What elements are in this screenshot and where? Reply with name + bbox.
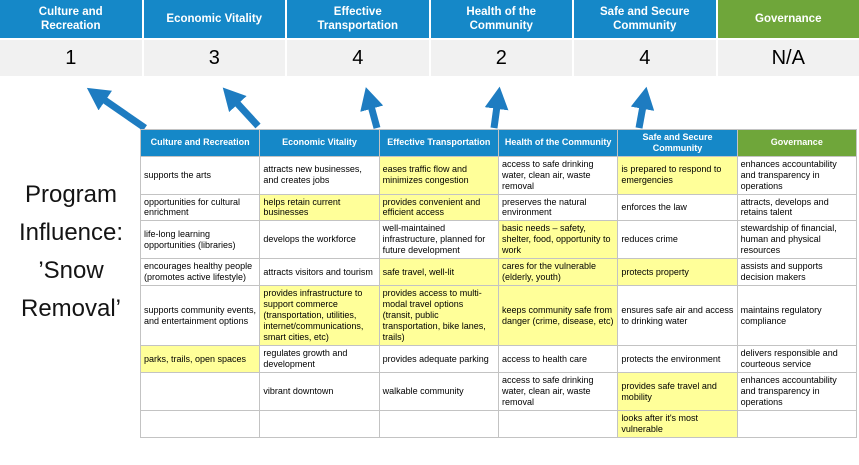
summary-score-economic-vitality: 3 [143, 40, 285, 76]
matrix-cell-empty [736, 409, 858, 438]
matrix-row-1: supports the arts attracts new businesses… [139, 155, 858, 195]
matrix-cell-supports-the-arts: supports the arts [139, 155, 261, 195]
matrix-cell-is-prepared-to-respond-to-emergencies: is prepared to respond to emergencies [617, 155, 738, 195]
summary-header-row: Culture and Recreation Economic Vitality E… [0, 0, 859, 38]
matrix-cell-ensures-safe-air-and-access-to-drinking-: ensures safe air and access to drinking … [617, 285, 738, 347]
matrix-header-health-of-the-community: Health of the Community [497, 129, 619, 157]
matrix-cell-empty [139, 409, 261, 438]
matrix-cell-assists-and-supports-decision-makers: assists and supports decision makers [736, 258, 858, 287]
matrix-cell-attracts-develops-and-retains-talent: attracts, develops and retains talent [736, 193, 858, 222]
matrix-cell-safe-travel-well-lit: safe travel, well-lit [378, 258, 499, 287]
matrix-head: Culture and Recreation Economic Vitality E… [139, 129, 858, 157]
matrix-cell-keeps-community-safe-from-danger-crime-d: keeps community safe from danger (crime,… [497, 285, 619, 347]
matrix-cell-provides-safe-travel-and-mobility: provides safe travel and mobility [617, 372, 738, 411]
matrix-header-economic-vitality: Economic Vitality [259, 129, 380, 157]
matrix-header-governance: Governance [736, 129, 858, 157]
matrix-cell-protects-the-environment: protects the environment [617, 345, 738, 374]
matrix-cell-empty [378, 409, 499, 438]
summary-banner: Culture and Recreation Economic Vitality E… [0, 0, 859, 76]
up-arrow-5 [630, 86, 655, 129]
matrix-cell-attracts-visitors-and-tourism: attracts visitors and tourism [259, 258, 380, 287]
matrix-cell-encourages-healthy-people-promotes-activ: encourages healthy people (promotes acti… [139, 258, 261, 287]
matrix-row-4: encourages healthy people (promotes acti… [139, 258, 858, 287]
up-arrow-2 [222, 87, 261, 129]
summary-score-safe-and-secure-community: 4 [574, 40, 716, 76]
matrix-cell-stewardship-of-financial-human-and-physi: stewardship of financial, human and phys… [736, 220, 858, 260]
up-arrow-4 [484, 86, 509, 129]
matrix-header-row: Culture and Recreation Economic Vitality E… [139, 129, 858, 157]
summary-header-health-of-the-community: Health of the Community [430, 0, 572, 38]
summary-header-effective-transportation: Effective Transportation [287, 0, 429, 38]
matrix-cell-enforces-the-law: enforces the law [617, 193, 738, 222]
matrix-body: supports the arts attracts new businesses… [139, 155, 858, 438]
matrix-cell-regulates-growth-and-development: regulates growth and development [259, 345, 380, 374]
matrix-cell-attracts-new-businesses-and-creates-jobs: attracts new businesses, and creates job… [259, 155, 380, 195]
matrix-cell-enhances-accountability-and-transparency: enhances accountability and transparency… [736, 372, 858, 411]
matrix-header-culture-and-recreation: Culture and Recreation [139, 129, 261, 157]
matrix-cell-well-maintained-infrastructure-planned-f: well-maintained infrastructure, planned … [378, 220, 499, 260]
matrix-cell-access-to-health-care: access to health care [497, 345, 619, 374]
matrix-cell-protects-property: protects property [617, 258, 738, 287]
summary-header-economic-vitality: Economic Vitality [143, 0, 285, 38]
summary-score-effective-transportation: 4 [287, 40, 429, 76]
matrix-row-2: opportunities for cultural enrichment hel… [139, 193, 858, 222]
matrix-cell-reduces-crime: reduces crime [617, 220, 738, 260]
matrix-cell-life-long-learning-opportunities-librari: life-long learning opportunities (librar… [139, 220, 261, 260]
summary-header-governance: Governance [717, 0, 859, 38]
matrix-cell-helps-retain-current-businesses: helps retain current businesses [259, 193, 380, 222]
matrix-cell-parks-trails-open-spaces: parks, trails, open spaces [139, 345, 261, 374]
matrix-cell-vibrant-downtown: vibrant downtown [259, 372, 380, 411]
matrix-row-8: looks after it's most vulnerable [139, 409, 858, 438]
matrix-cell-maintains-regulatory-compliance: maintains regulatory compliance [736, 285, 858, 347]
matrix-header-effective-transportation: Effective Transportation [378, 129, 499, 157]
matrix-row-5: supports community events, and entertain… [139, 285, 858, 347]
summary-header-safe-and-secure-community: Safe and Secure Community [574, 0, 716, 38]
summary-score-culture-and-recreation: 1 [0, 40, 142, 76]
up-arrow-1 [86, 87, 147, 131]
summary-header-culture-and-recreation: Culture and Recreation [0, 0, 142, 38]
matrix-header-safe-and-secure-community: Safe and Secure Community [617, 129, 738, 157]
page-title: Program Influence: ’Snow Removal’ [18, 181, 124, 322]
matrix-cell-preserves-the-natural-environment: preserves the natural environment [497, 193, 619, 222]
matrix-cell-provides-access-to-multi-modal-travel-op: provides access to multi-modal travel op… [378, 285, 499, 347]
matrix-cell-access-to-safe-drinking-water-clean-air-: access to safe drinking water, clean air… [497, 372, 619, 411]
matrix-cell-provides-infrastructure-to-support-comme: provides infrastructure to support comme… [259, 285, 380, 347]
summary-score-row: 1 3 4 2 4 N/A [0, 40, 859, 76]
matrix-cell-supports-community-events-and-entertainm: supports community events, and entertain… [139, 285, 261, 347]
matrix-row-6: parks, trails, open spaces regulates grow… [139, 345, 858, 374]
matrix-cell-enhances-accountability-and-transparency: enhances accountability and transparency… [736, 155, 858, 195]
matrix-cell-empty [139, 372, 261, 411]
matrix-cell-empty [497, 409, 619, 438]
matrix-cell-eases-traffic-flow-and-minimizes-congest: eases traffic flow and minimizes congest… [378, 155, 499, 195]
matrix-row-3: life-long learning opportunities (librar… [139, 220, 858, 260]
matrix-cell-access-to-safe-drinking-water-clean-air-: access to safe drinking water, clean air… [497, 155, 619, 195]
matrix-cell-cares-for-the-vulnerable-elderly-youth: cares for the vulnerable (elderly, youth… [497, 258, 619, 287]
summary-score-health-of-the-community: 2 [430, 40, 572, 76]
up-arrow-3 [360, 87, 384, 129]
summary-score-governance: N/A [717, 40, 859, 76]
matrix-cell-opportunities-for-cultural-enrichment: opportunities for cultural enrichment [139, 193, 261, 222]
matrix-cell-provides-convenient-and-efficient-access: provides convenient and efficient access [378, 193, 499, 222]
matrix-cell-delivers-responsible-and-courteous-servi: delivers responsible and courteous servi… [736, 345, 858, 374]
matrix-cell-empty [259, 409, 380, 438]
matrix-row-7: vibrant downtown walkable community access… [139, 372, 858, 411]
matrix-cell-develops-the-workforce: develops the workforce [259, 220, 380, 260]
matrix-cell-looks-after-it-s-most-vulnerable: looks after it's most vulnerable [617, 409, 738, 438]
matrix-cell-walkable-community: walkable community [378, 372, 499, 411]
matrix-cell-provides-adequate-parking: provides adequate parking [378, 345, 499, 374]
matrix-cell-basic-needs-safety-shelter-food-opportun: basic needs – safety, shelter, food, opp… [497, 220, 619, 260]
influence-matrix: Culture and Recreation Economic Vitality E… [139, 129, 858, 438]
